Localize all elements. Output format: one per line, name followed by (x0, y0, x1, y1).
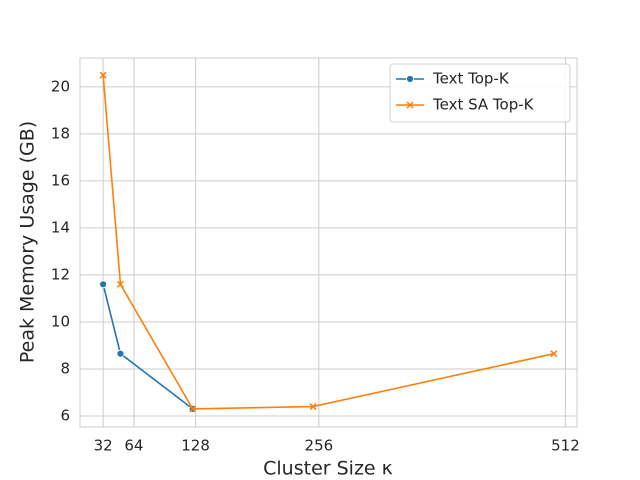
legend-label: Text Top-K (432, 70, 510, 88)
y-tick-label: 20 (51, 77, 70, 95)
x-tick-label: 256 (305, 437, 334, 455)
legend-label: Text SA Top-K (432, 96, 535, 114)
y-tick-label: 10 (51, 312, 70, 330)
marker (189, 405, 197, 413)
marker (550, 350, 558, 358)
x-axis-label: Cluster Size κ (263, 458, 393, 480)
x-tick-label: 64 (124, 437, 143, 455)
x-tick-label: 32 (94, 437, 113, 455)
marker (99, 280, 108, 289)
y-tick-label: 14 (51, 218, 70, 236)
marker (116, 349, 125, 358)
legend-marker (406, 101, 414, 109)
y-tick-label: 18 (51, 124, 70, 142)
y-axis-label: Peak Memory Usage (GB) (17, 121, 39, 363)
marker (309, 403, 317, 411)
legend: Text Top-K Text SA Top-K (389, 63, 571, 123)
marker (116, 280, 124, 288)
y-tick-label: 8 (60, 359, 70, 377)
y-tick-label: 12 (51, 265, 70, 283)
y-tick-label: 16 (51, 171, 70, 189)
y-tick-label: 6 (60, 406, 70, 424)
x-tick-label: 128 (181, 437, 210, 455)
legend-marker (406, 75, 414, 83)
marker (99, 71, 107, 79)
x-tick-label: 512 (551, 437, 580, 455)
legend-box (389, 63, 571, 123)
